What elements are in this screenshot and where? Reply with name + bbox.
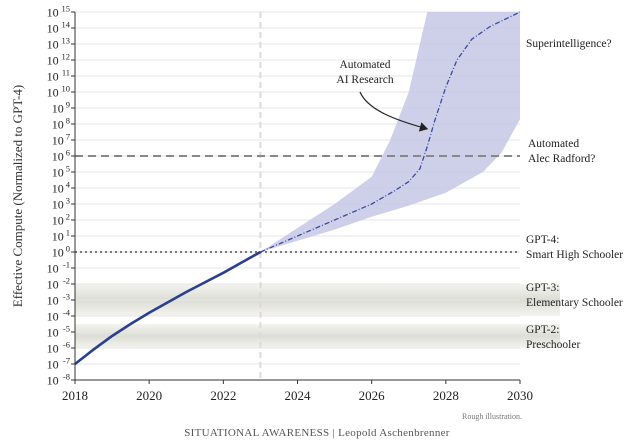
y-tick-exponent: 15 <box>62 4 71 14</box>
y-tick-label: 10 <box>47 326 59 340</box>
annotation-arrow <box>359 91 429 132</box>
automated-radford-label-line: Alec Radford? <box>528 153 595 165</box>
y-tick-label: 10 <box>47 38 59 52</box>
gpt3-label-line: Elementary Schooler <box>526 297 623 309</box>
y-tick-exponent: 11 <box>62 68 70 78</box>
y-tick-exponent: 6 <box>66 148 70 158</box>
gpt4-label-line: Smart High Schooler <box>526 249 623 261</box>
x-tick-label: 2026 <box>359 388 386 403</box>
y-tick-exponent: 3 <box>66 196 70 206</box>
y-tick-exponent: 7 <box>66 132 70 142</box>
y-tick-label: 10 <box>52 230 64 244</box>
y-tick-exponent: -1 <box>63 260 70 270</box>
automated-radford-label-line: Automated <box>528 138 579 150</box>
automated-radford-label: Automated Alec Radford? <box>528 138 595 165</box>
y-tick-label: 10 <box>52 182 64 196</box>
y-tick-exponent: -3 <box>63 292 70 302</box>
y-tick-label: 10 <box>47 54 59 68</box>
y-tick-label: 10 <box>47 86 59 100</box>
y-tick-label: 10 <box>47 22 59 36</box>
gpt4-label-line: GPT-4: <box>526 234 559 246</box>
y-tick-label: 10 <box>52 134 64 148</box>
superintelligence-label: Superintelligence? <box>526 38 612 50</box>
footer-credit: SITUATIONAL AWARENESS | Leopold Aschenbr… <box>184 427 450 439</box>
y-tick-exponent: 5 <box>66 164 70 174</box>
x-tick-label: 2018 <box>62 388 88 403</box>
y-tick-exponent: 9 <box>66 100 70 110</box>
y-tick-label: 10 <box>47 358 59 372</box>
y-tick-exponent: -7 <box>63 356 70 366</box>
gpt2-label-line: Preschooler <box>526 339 580 351</box>
y-tick-label: 10 <box>47 294 59 308</box>
gpt2-label: GPT-2: Preschooler <box>526 324 580 351</box>
y-tick-label: 10 <box>47 310 59 324</box>
y-tick-label: 10 <box>52 150 64 164</box>
gpt3-label-line: GPT-3: <box>526 282 559 294</box>
y-tick-exponent: 10 <box>62 84 71 94</box>
y-tick-exponent: 4 <box>66 180 71 190</box>
y-tick-exponent: -2 <box>63 276 70 286</box>
y-tick-label: 10 <box>52 198 64 212</box>
y-tick-exponent: -6 <box>63 340 70 350</box>
y-tick-label: 10 <box>52 214 64 228</box>
y-tick-label: 10 <box>47 262 59 276</box>
y-tick-label: 10 <box>52 118 64 132</box>
historical-trend-line <box>74 250 262 366</box>
y-tick-exponent: 14 <box>62 20 71 30</box>
automated-ai-research-label: Automated AI Research <box>336 59 393 86</box>
projected-trend-line <box>260 11 521 253</box>
rough-illustration-note: Rough illustration. <box>462 412 522 421</box>
capability-band <box>75 324 560 348</box>
uncertainty-band <box>260 12 520 252</box>
superintelligence-label-line: Superintelligence? <box>526 38 612 50</box>
automated-ai-research-label-line: AI Research <box>336 74 393 86</box>
y-tick-exponent: 1 <box>66 228 70 238</box>
x-tick-label: 2030 <box>507 388 533 403</box>
x-tick-label: 2024 <box>285 388 312 403</box>
y-tick-label: 10 <box>47 342 59 356</box>
y-tick-exponent: 0 <box>66 244 70 254</box>
y-tick-label: 10 <box>52 246 64 260</box>
gpt3-label: GPT-3: Elementary Schooler <box>526 282 623 309</box>
y-tick-exponent: 13 <box>62 36 71 46</box>
y-tick-label: 10 <box>47 374 59 388</box>
y-tick-label: 10 <box>47 70 59 84</box>
uncertainty-band-area <box>260 12 520 252</box>
automated-ai-research-label-line: Automated <box>339 59 390 71</box>
x-tick-label: 2020 <box>136 388 162 403</box>
gpt4-label: GPT-4: Smart High Schooler <box>526 234 623 261</box>
y-tick-exponent: -4 <box>63 308 71 318</box>
y-tick-exponent: 12 <box>62 52 71 62</box>
gpt2-label-line: GPT-2: <box>526 324 559 336</box>
y-tick-label: 10 <box>52 166 64 180</box>
y-tick-label: 10 <box>52 102 64 116</box>
x-tick-label: 2022 <box>210 388 236 403</box>
y-tick-exponent: -8 <box>63 372 70 382</box>
reference-lines <box>75 12 520 380</box>
y-tick-exponent: -5 <box>63 324 70 334</box>
y-tick-exponent: 2 <box>66 212 70 222</box>
y-tick-label: 10 <box>47 6 59 20</box>
x-tick-label: 2028 <box>433 388 459 403</box>
y-axis-label: Effective Compute (Normalized to GPT-4) <box>10 85 25 307</box>
series <box>74 11 521 366</box>
annotations: Superintelligence? Automated Alec Radford?… <box>336 38 623 351</box>
y-tick-exponent: 8 <box>66 116 70 126</box>
y-tick-label: 10 <box>47 278 59 292</box>
